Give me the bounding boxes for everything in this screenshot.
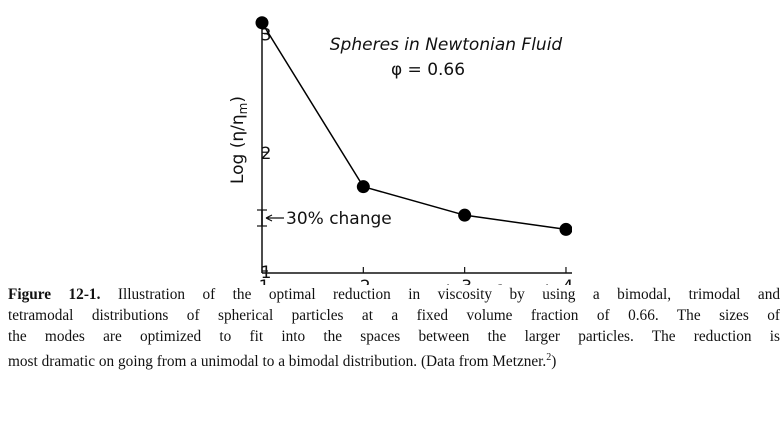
data-point bbox=[356, 180, 370, 194]
caption-line: most dramatic on going from a unimodal t… bbox=[8, 347, 780, 372]
chart-subtitle: φ = 0.66 bbox=[391, 60, 465, 80]
caption-line: Figure 12-1. Illustration of the optimal… bbox=[8, 284, 780, 305]
caption-line: tetramodal distributions of spherical pa… bbox=[8, 307, 780, 324]
y-tick-label: 2 bbox=[261, 144, 272, 164]
y-tick-label: 3 bbox=[261, 25, 272, 45]
caption-ref: 2 bbox=[546, 352, 552, 363]
caption: Figure 12-1. Illustration of the optimal… bbox=[8, 284, 780, 372]
y-axis-label: Log (η/ηm) bbox=[228, 96, 250, 184]
x-tick-label: 4 bbox=[563, 277, 574, 285]
chart: Spheres in Newtonian Fluid φ = 0.66 Numb… bbox=[228, 16, 574, 286]
x-tick-label: 3 bbox=[461, 277, 472, 285]
caption-text: ) bbox=[551, 353, 557, 371]
y-label-text: Log (η/η bbox=[228, 114, 248, 184]
chart-title: Spheres in Newtonian Fluid bbox=[330, 35, 563, 55]
data-line bbox=[261, 22, 567, 231]
y-label-sub: m bbox=[236, 103, 250, 115]
data-point bbox=[458, 208, 472, 222]
x-tick-label: 2 bbox=[360, 277, 371, 285]
change-arrow bbox=[265, 214, 284, 222]
caption-label: Figure 12-1. bbox=[8, 286, 101, 303]
plot: Spheres in Newtonian Fluid φ = 0.66 Numb… bbox=[228, 16, 574, 286]
caption-text: most dramatic on going from a unimodal t… bbox=[8, 353, 547, 371]
data-point bbox=[255, 16, 269, 30]
data-point bbox=[559, 222, 572, 236]
x-axis-label: Number of modes bbox=[401, 282, 572, 286]
x-tick-label: 1 bbox=[259, 277, 270, 285]
caption-text: Illustration of the optimal reduction in… bbox=[117, 286, 780, 303]
caption-line: the modes are optimized to fit into the … bbox=[8, 328, 780, 345]
y-label-end: ) bbox=[228, 96, 248, 103]
y-tick-label: 1 bbox=[261, 263, 272, 283]
annotation: 30% change bbox=[286, 209, 392, 229]
